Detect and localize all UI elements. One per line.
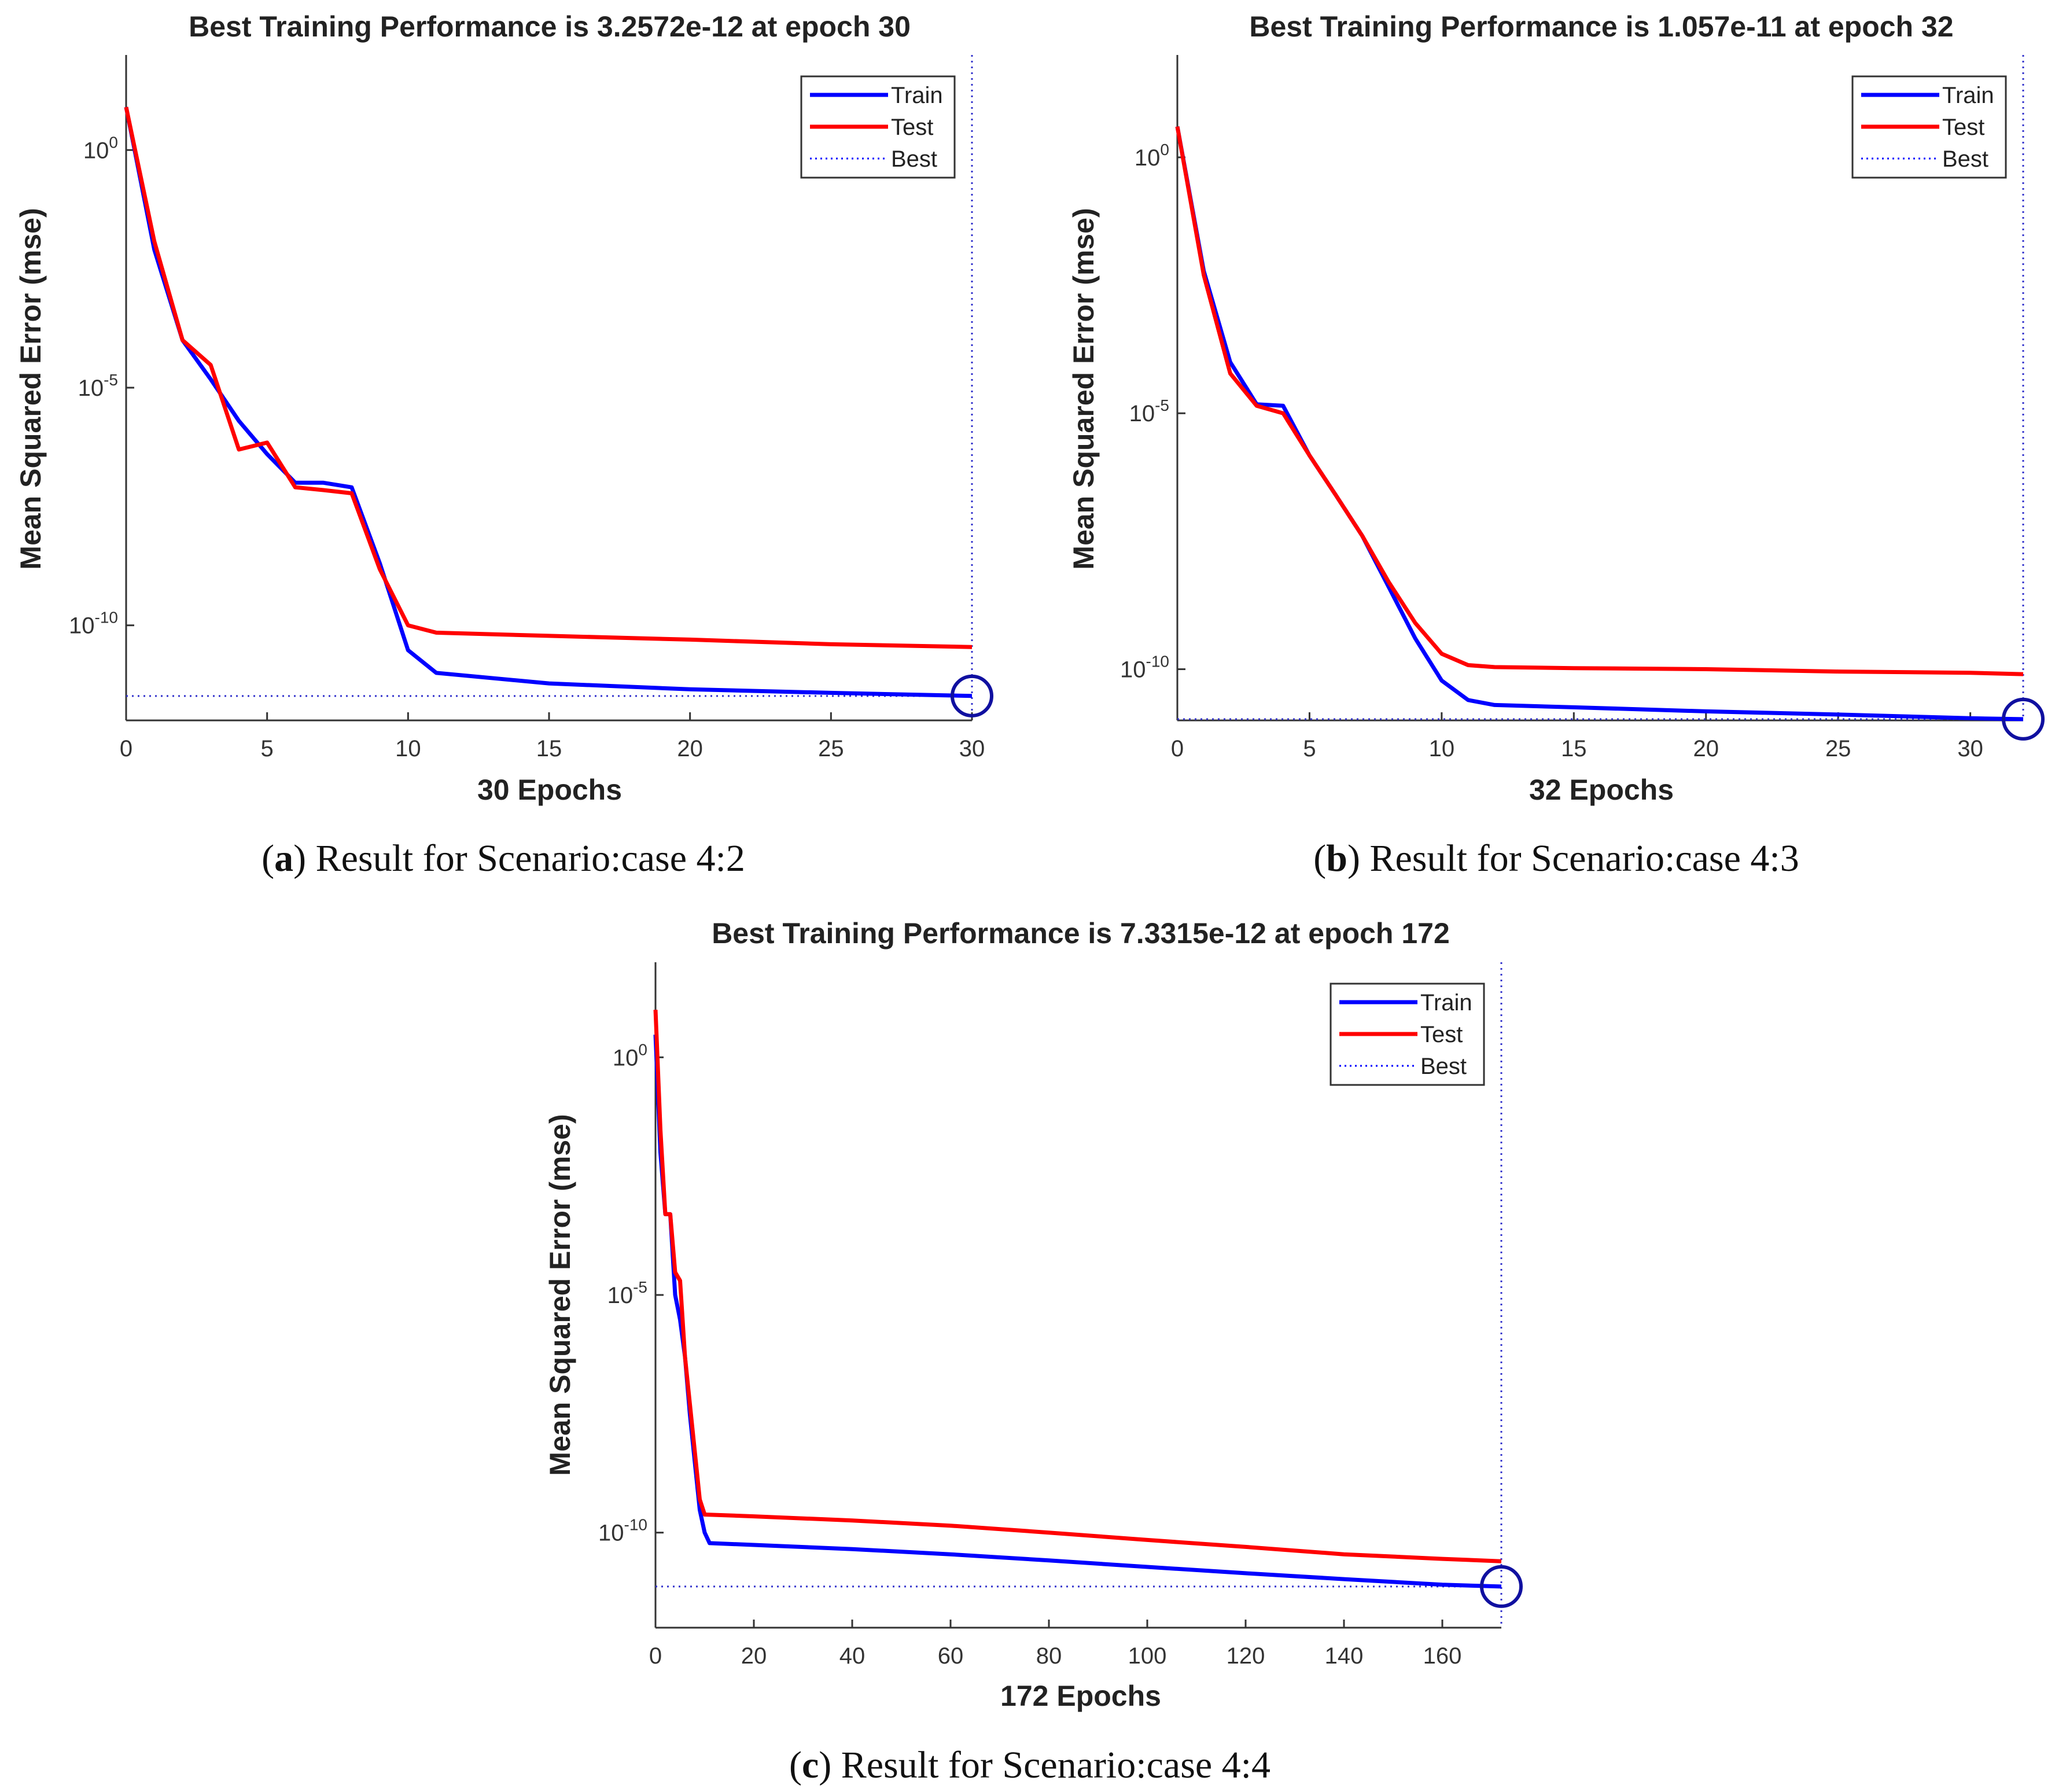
legend-label-best: Best (891, 146, 937, 172)
series-line-test (124, 106, 973, 649)
caption-body: Result for Scenario:case 4:3 (1369, 837, 1799, 880)
chart-title: Best Training Performance is 3.2572e-12 … (189, 10, 911, 43)
caption-body: Result for Scenario:case 4:2 (316, 837, 745, 880)
legend-label-best: Best (1420, 1054, 1467, 1079)
x-tick-label: 25 (818, 736, 844, 761)
x-tick-label: 80 (1036, 1643, 1062, 1669)
y-tick-label: 10-5 (607, 1278, 647, 1308)
x-tick-label: 140 (1325, 1643, 1364, 1669)
x-axis-label: 172 Epochs (1000, 1680, 1161, 1712)
series-line-test (1175, 126, 2024, 676)
x-tick-label: 30 (1957, 736, 1983, 761)
x-tick-label: 30 (959, 736, 985, 761)
chart-panel-a: Best Training Performance is 3.2572e-12 … (14, 10, 993, 806)
x-tick-label: 25 (1825, 736, 1851, 761)
best-marker (2002, 697, 2045, 741)
x-tick-label: 100 (1128, 1643, 1167, 1669)
legend-label-train: Train (1420, 990, 1472, 1015)
x-tick-label: 5 (1303, 736, 1316, 761)
legend: Train Test Best (1330, 983, 1485, 1086)
best-marker (951, 674, 993, 717)
x-tick-label: 0 (1171, 736, 1184, 761)
y-axis-label: Mean Squared Error (mse) (14, 208, 47, 569)
series-line-test (653, 1009, 1502, 1563)
x-tick-label: 40 (839, 1643, 866, 1669)
legend-label-train: Train (891, 83, 943, 108)
chart-title: Best Training Performance is 1.057e-11 a… (1249, 10, 1953, 43)
x-tick-label: 20 (741, 1643, 767, 1669)
chart-panel-c: Best Training Performance is 7.3315e-12 … (544, 917, 1523, 1712)
series-line-train (124, 106, 973, 698)
y-tick-label: 100 (83, 133, 118, 163)
legend-label-train: Train (1942, 83, 1994, 108)
legend-label-best: Best (1942, 146, 1988, 172)
x-tick-label: 20 (1693, 736, 1719, 761)
y-tick-label: 10-10 (598, 1516, 647, 1546)
x-tick-label: 10 (395, 736, 421, 761)
x-tick-label: 0 (649, 1643, 662, 1669)
x-tick-label: 5 (261, 736, 274, 761)
x-tick-label: 10 (1429, 736, 1455, 761)
x-tick-label: 160 (1423, 1643, 1462, 1669)
y-tick-label: 100 (1135, 141, 1169, 171)
y-tick-label: 10-10 (1120, 653, 1169, 683)
caption-a: (a) Result for Scenario:case 4:2 (262, 837, 745, 880)
x-tick-label: 20 (677, 736, 703, 761)
plot-area: 0 20 40 60 80 100 120 140 160 100 10-5 10-10 Train Te… (598, 962, 1523, 1669)
chart-panel-b: Best Training Performance is 1.057e-11 a… (1067, 10, 2045, 806)
legend: Train Test Best (800, 75, 956, 179)
x-axis-label: 32 Epochs (1529, 774, 1674, 806)
x-axis-label: 30 Epochs (477, 774, 622, 806)
legend-label-test: Test (1942, 115, 1984, 140)
x-tick-label: 60 (938, 1643, 964, 1669)
x-tick-label: 15 (536, 736, 562, 761)
y-tick-label: 100 (613, 1040, 647, 1070)
plot-area: 0 5 10 15 20 25 30 100 10-5 10-10 Train Test Best (69, 55, 993, 761)
legend-label-test: Test (891, 115, 933, 140)
caption-letter: c (802, 1744, 819, 1786)
y-axis-label: Mean Squared Error (mse) (1067, 208, 1100, 569)
caption-c: (c) Result for Scenario:case 4:4 (789, 1744, 1270, 1786)
plot-area: 0 5 10 15 20 25 30 100 10-5 10-10 Train Test Best (1120, 55, 2045, 761)
legend: Train Test Best (1851, 75, 2007, 179)
x-tick-label: 15 (1561, 736, 1587, 761)
y-axis-label: Mean Squared Error (mse) (544, 1114, 576, 1475)
caption-letter: a (274, 837, 293, 880)
x-tick-label: 0 (120, 736, 132, 761)
y-tick-label: 10-5 (78, 371, 118, 401)
best-marker (1480, 1565, 1523, 1608)
caption-body: Result for Scenario:case 4:4 (841, 1744, 1270, 1786)
chart-title: Best Training Performance is 7.3315e-12 … (712, 917, 1450, 950)
caption-letter: b (1326, 837, 1347, 880)
y-tick-label: 10-10 (69, 609, 118, 639)
x-tick-label: 120 (1227, 1643, 1265, 1669)
y-tick-label: 10-5 (1129, 396, 1169, 426)
legend-label-test: Test (1420, 1022, 1463, 1047)
caption-b: (b) Result for Scenario:case 4:3 (1313, 837, 1799, 880)
